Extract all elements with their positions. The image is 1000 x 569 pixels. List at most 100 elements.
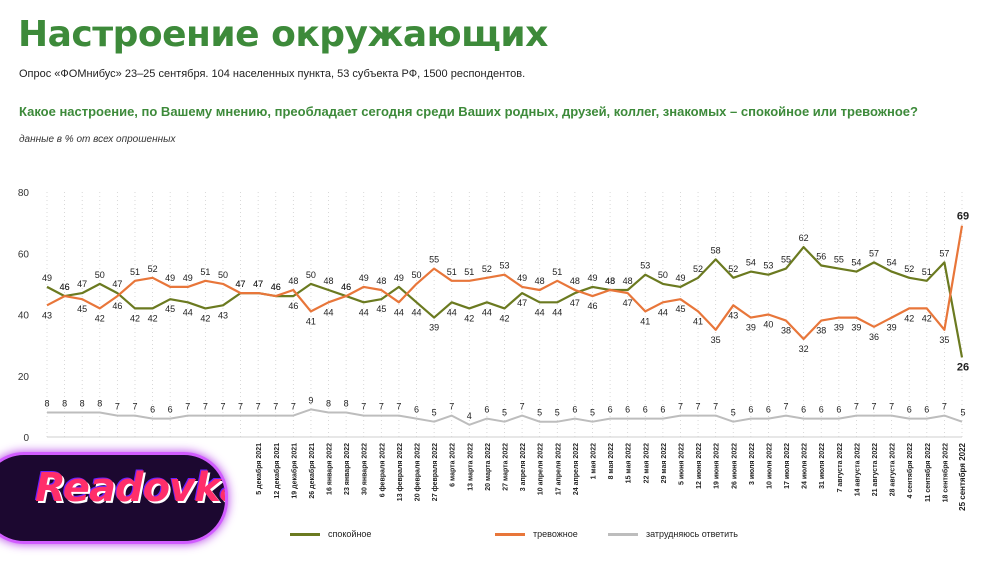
legend-swatch <box>290 533 320 537</box>
data-label: 8 <box>326 399 331 409</box>
data-label: 52 <box>904 264 914 274</box>
data-label: 50 <box>218 270 228 280</box>
data-label: 51 <box>464 267 474 277</box>
data-label: 47 <box>77 279 87 289</box>
data-label: 6 <box>748 405 753 415</box>
data-label: 47 <box>236 279 246 289</box>
data-label: 49 <box>42 273 52 283</box>
data-label: 41 <box>693 316 703 326</box>
x-tick-label: 21 августа 2022 <box>872 443 879 496</box>
x-tick-label: 8 мая 2022 <box>608 443 615 480</box>
data-label: 58 <box>711 245 721 255</box>
data-label: 7 <box>696 402 701 412</box>
data-label: 42 <box>130 313 140 323</box>
data-label: 52 <box>728 264 738 274</box>
data-label: 6 <box>484 405 489 415</box>
data-label: 54 <box>746 258 756 268</box>
x-tick-label: 14 августа 2022 <box>854 443 861 496</box>
data-label: 7 <box>678 402 683 412</box>
data-label: 36 <box>869 332 879 342</box>
data-label: 46 <box>271 282 281 292</box>
data-label: 4 <box>467 411 472 421</box>
data-label: 5 <box>502 408 507 418</box>
data-label: 39 <box>746 323 756 333</box>
data-label: 43 <box>728 310 738 320</box>
data-label: 7 <box>273 402 278 412</box>
data-label: 45 <box>165 304 175 314</box>
data-label: 47 <box>112 279 122 289</box>
data-label: 42 <box>200 313 210 323</box>
data-label: 46 <box>341 282 351 292</box>
data-label: 35 <box>939 335 949 345</box>
data-label: 39 <box>887 323 897 333</box>
data-label: 39 <box>851 323 861 333</box>
data-label: 46 <box>271 282 281 292</box>
data-label: 49 <box>165 273 175 283</box>
data-label: 6 <box>643 405 648 415</box>
legend-item: спокойное <box>290 529 371 539</box>
data-label: 46 <box>112 301 122 311</box>
data-label: 51 <box>552 267 562 277</box>
logo-text: Readovka <box>35 465 228 511</box>
data-label: 50 <box>412 270 422 280</box>
data-label: 47 <box>570 298 580 308</box>
data-label: 48 <box>376 276 386 286</box>
data-label: 44 <box>412 307 422 317</box>
x-tick-label: 17 апреля 2022 <box>555 443 562 495</box>
x-tick-label: 5 декабря 2021 <box>255 443 263 495</box>
legend-label: затрудняюсь ответить <box>646 529 738 539</box>
data-label: 52 <box>482 264 492 274</box>
data-label: 49 <box>587 273 597 283</box>
x-tick-label: 15 мая 2022 <box>626 443 633 483</box>
y-tick-label: 60 <box>18 249 30 260</box>
legend-item: затрудняюсь ответить <box>608 529 738 539</box>
x-tick-label: 6 марта 2022 <box>450 443 457 487</box>
data-label: 47 <box>517 298 527 308</box>
data-label: 32 <box>799 344 809 354</box>
data-label: 44 <box>394 307 404 317</box>
data-label: 57 <box>939 248 949 258</box>
legend-swatch <box>495 533 525 537</box>
x-tick-label: 20 марта 2022 <box>485 443 492 491</box>
data-label: 50 <box>658 270 668 280</box>
data-label: 6 <box>801 405 806 415</box>
x-tick-label: 24 июля 2022 <box>802 443 809 489</box>
x-tick-label: 1 мая 2022 <box>590 443 597 480</box>
data-label: 7 <box>713 402 718 412</box>
y-tick-label: 80 <box>18 188 30 199</box>
data-label: 51 <box>447 267 457 277</box>
data-label: 7 <box>132 402 137 412</box>
data-label: 47 <box>253 279 263 289</box>
data-label: 50 <box>306 270 316 280</box>
series-line <box>46 225 964 341</box>
x-tick-label: 10 апреля 2022 <box>538 443 545 495</box>
x-tick-label: 12 декабря 2021 <box>273 443 281 499</box>
data-label: 8 <box>44 399 49 409</box>
data-label: 42 <box>148 313 158 323</box>
x-tick-label: 28 августа 2022 <box>890 443 897 496</box>
data-label: 42 <box>464 313 474 323</box>
x-tick-label: 30 января 2022 <box>362 443 369 495</box>
legend-label: спокойное <box>328 529 372 539</box>
x-tick-label: 23 января 2022 <box>344 443 351 495</box>
data-label: 43 <box>218 310 228 320</box>
data-label: 7 <box>361 402 366 412</box>
x-tick-label: 13 февраля 2022 <box>397 443 404 501</box>
data-label: 44 <box>658 307 668 317</box>
y-tick-label: 40 <box>18 311 30 322</box>
data-label: 47 <box>236 279 246 289</box>
legend-swatch <box>608 533 638 537</box>
x-tick-label: 27 февраля 2022 <box>432 443 439 501</box>
data-label: 42 <box>499 313 509 323</box>
data-label: 6 <box>625 405 630 415</box>
data-label: 7 <box>379 402 384 412</box>
x-tick-label: 22 мая 2022 <box>643 443 650 483</box>
data-label: 7 <box>396 402 401 412</box>
data-label: 40 <box>763 320 773 330</box>
data-label: 45 <box>675 304 685 314</box>
data-label: 7 <box>942 402 947 412</box>
data-label: 44 <box>324 307 334 317</box>
data-label: 47 <box>623 298 633 308</box>
data-label: 48 <box>570 276 580 286</box>
data-label: 6 <box>660 405 665 415</box>
